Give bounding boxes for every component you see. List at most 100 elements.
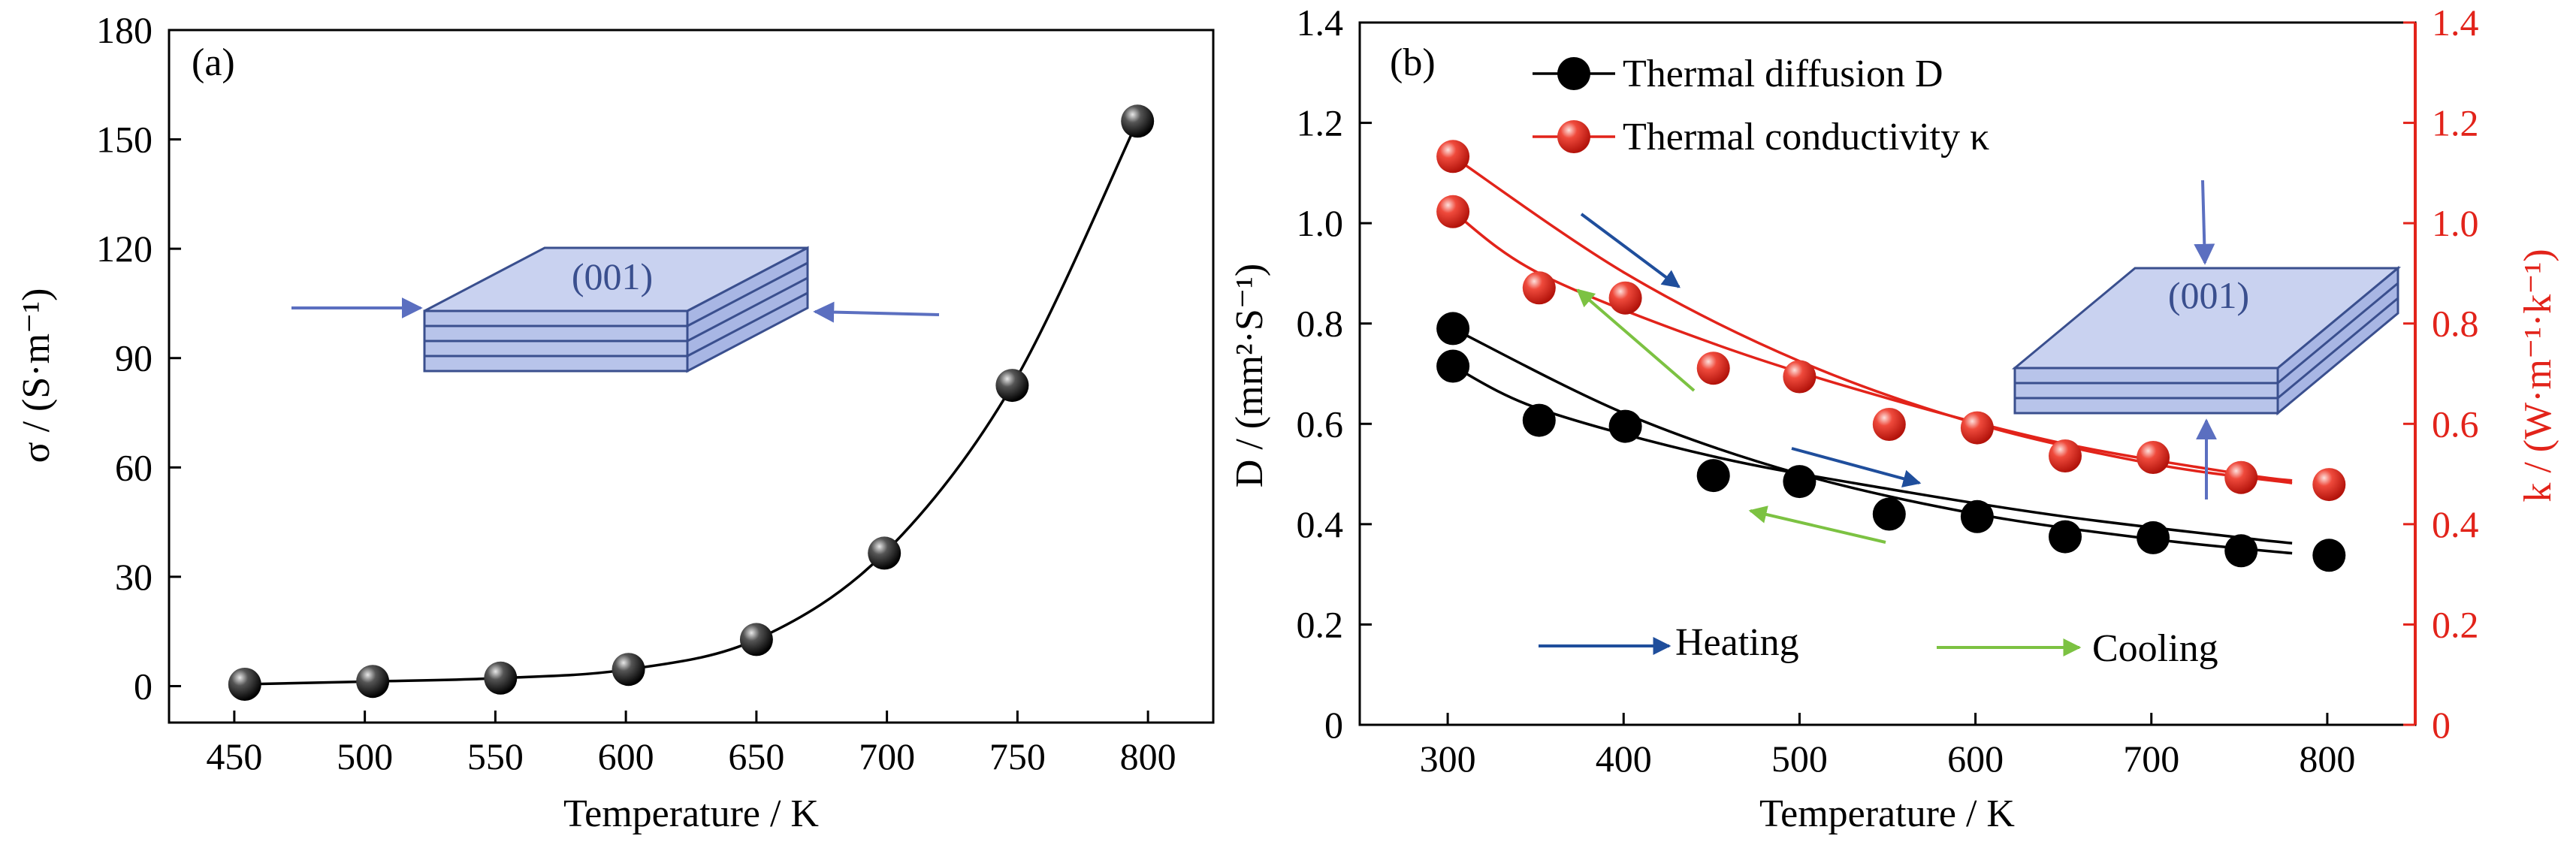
panel-a-crystal-label: (001) <box>572 255 653 297</box>
panel-b-right-y-axis-title: k / (W·m⁻¹·k⁻¹) <box>2517 249 2559 502</box>
x-tick-label: 550 <box>467 735 524 777</box>
x-tick-label: 500 <box>1771 738 1828 780</box>
data-point <box>612 653 645 687</box>
y-tick-label: 180 <box>96 9 153 51</box>
crystal-layer-line <box>687 261 808 327</box>
data-point <box>484 661 518 695</box>
right-y-tick-label: 1.4 <box>2432 2 2479 44</box>
panel-b-label: (b) <box>1390 41 1436 84</box>
right-y-tick-label: 0.4 <box>2432 503 2479 545</box>
data-point <box>2137 521 2170 554</box>
crystal-layer-line <box>687 291 808 358</box>
cooling-key-label: Cooling <box>2092 627 2218 670</box>
data-point <box>1783 360 1816 394</box>
data-point <box>1522 271 1556 305</box>
x-tick-label: 600 <box>598 735 654 777</box>
data-point <box>1436 140 1470 174</box>
crystal-layer-line <box>687 276 808 343</box>
panel-a-y-axis-title: σ / (S·m⁻¹) <box>15 288 58 463</box>
data-point <box>2224 534 2258 568</box>
panel-a-x-ticks: 450 500 550 600 650 700 750 800 <box>206 711 1176 777</box>
data-point <box>1960 411 1994 445</box>
panel-b-right-y-ticks: 0 0.2 0.4 0.6 0.8 1.0 1.2 1.4 <box>2403 2 2479 746</box>
panel-a-frame <box>168 29 1215 724</box>
data-point <box>739 623 773 656</box>
panel-a-data-points <box>228 104 1155 701</box>
data-point <box>1608 409 1642 443</box>
crystal-layer-line <box>2277 282 2399 385</box>
data-point <box>1960 499 1994 533</box>
y-tick-label: 150 <box>96 119 153 161</box>
data-point <box>2049 439 2082 472</box>
panel-b-crystal-inset: (001) <box>2011 180 2402 499</box>
y-tick-label: 0.2 <box>1297 603 1344 645</box>
panel-b-left-y-ticks: 0 0.2 0.4 0.6 0.8 1.0 1.2 1.4 <box>1297 2 1372 746</box>
panel-b-top-indicator-arrow <box>2194 180 2215 265</box>
y-tick-label: 120 <box>96 228 153 270</box>
y-tick-label: 1.0 <box>1297 202 1344 244</box>
x-tick-label: 400 <box>1596 738 1652 780</box>
right-y-tick-label: 0.8 <box>2432 303 2479 345</box>
heating-arrow-red-curve <box>1580 213 1681 288</box>
right-y-tick-label: 1.0 <box>2432 202 2479 244</box>
panel-a-label: (a) <box>192 41 235 84</box>
data-point <box>1696 459 1730 493</box>
data-point <box>356 665 390 699</box>
x-tick-label: 800 <box>1120 735 1176 777</box>
crystal-front-face <box>2013 367 2279 415</box>
panel-b-x-axis-title: Temperature / K <box>1759 792 2015 835</box>
panel-b: (b) 300 400 500 600 700 800 0 0.2 0.4 0.6 0.8 1.0 1… <box>1228 2 2559 835</box>
data-point <box>228 668 261 701</box>
y-tick-label: 0.8 <box>1297 303 1344 345</box>
panel-a-fit-curve <box>244 120 1139 686</box>
y-tick-label: 0.4 <box>1297 503 1344 545</box>
panel-b-left-y-axis-title: D / (mm²·S⁻¹) <box>1228 264 1271 487</box>
x-tick-label: 750 <box>989 735 1046 777</box>
x-tick-label: 450 <box>206 735 262 777</box>
panel-b-crystal-label: (001) <box>2168 274 2249 316</box>
y-tick-label: 0 <box>134 665 153 707</box>
data-point <box>1436 195 1470 228</box>
data-point <box>1436 312 1470 346</box>
right-y-tick-label: 0.2 <box>2432 603 2479 645</box>
data-point <box>1872 497 1906 531</box>
data-point <box>1872 408 1906 441</box>
data-point <box>1121 104 1155 138</box>
data-point <box>995 369 1029 403</box>
panel-b-data-points <box>1436 140 2346 572</box>
legend-label-diffusion: Thermal diffusion D <box>1623 53 1943 95</box>
y-tick-label: 0.6 <box>1297 403 1344 445</box>
right-y-tick-label: 1.2 <box>2432 102 2479 144</box>
y-tick-label: 1.4 <box>1297 2 1344 44</box>
panel-a-x-axis-title: Temperature / K <box>563 792 819 835</box>
x-tick-label: 300 <box>1420 738 1476 780</box>
panel-a-crystal-inset: (001) <box>291 246 940 373</box>
heating-arrow-black-curve <box>1791 447 1922 487</box>
y-tick-label: 30 <box>115 556 153 598</box>
panel-b-legend: Thermal diffusion D Thermal conductivity… <box>1533 53 1989 158</box>
x-tick-label: 500 <box>337 735 393 777</box>
data-point <box>2137 441 2170 474</box>
cooling-arrow-red-curve <box>1576 288 1696 392</box>
right-y-tick-label: 0 <box>2432 704 2451 746</box>
x-tick-label: 700 <box>859 735 915 777</box>
cooling-arrow-black-curve <box>1748 505 1886 544</box>
heating-key-label: Heating <box>1675 621 1799 664</box>
y-tick-label: 90 <box>115 337 153 379</box>
x-tick-label: 800 <box>2299 738 2355 780</box>
data-point <box>2049 520 2082 554</box>
data-point <box>2312 539 2346 572</box>
crystal-layer-line <box>2277 297 2399 400</box>
panel-b-x-ticks: 300 400 500 600 700 800 <box>1420 713 2355 780</box>
legend-marker-diffusion <box>1557 57 1590 90</box>
panel-a-y-ticks: 0 30 60 90 120 150 180 <box>96 9 181 707</box>
data-point <box>1608 281 1642 315</box>
x-tick-label: 600 <box>1947 738 2004 780</box>
data-point <box>1696 352 1730 385</box>
y-tick-label: 1.2 <box>1297 102 1344 144</box>
legend-label-conductivity: Thermal conductivity κ <box>1623 116 1989 158</box>
y-tick-label: 60 <box>115 446 153 488</box>
data-point <box>1783 465 1816 499</box>
right-y-tick-label: 0.6 <box>2432 403 2479 445</box>
